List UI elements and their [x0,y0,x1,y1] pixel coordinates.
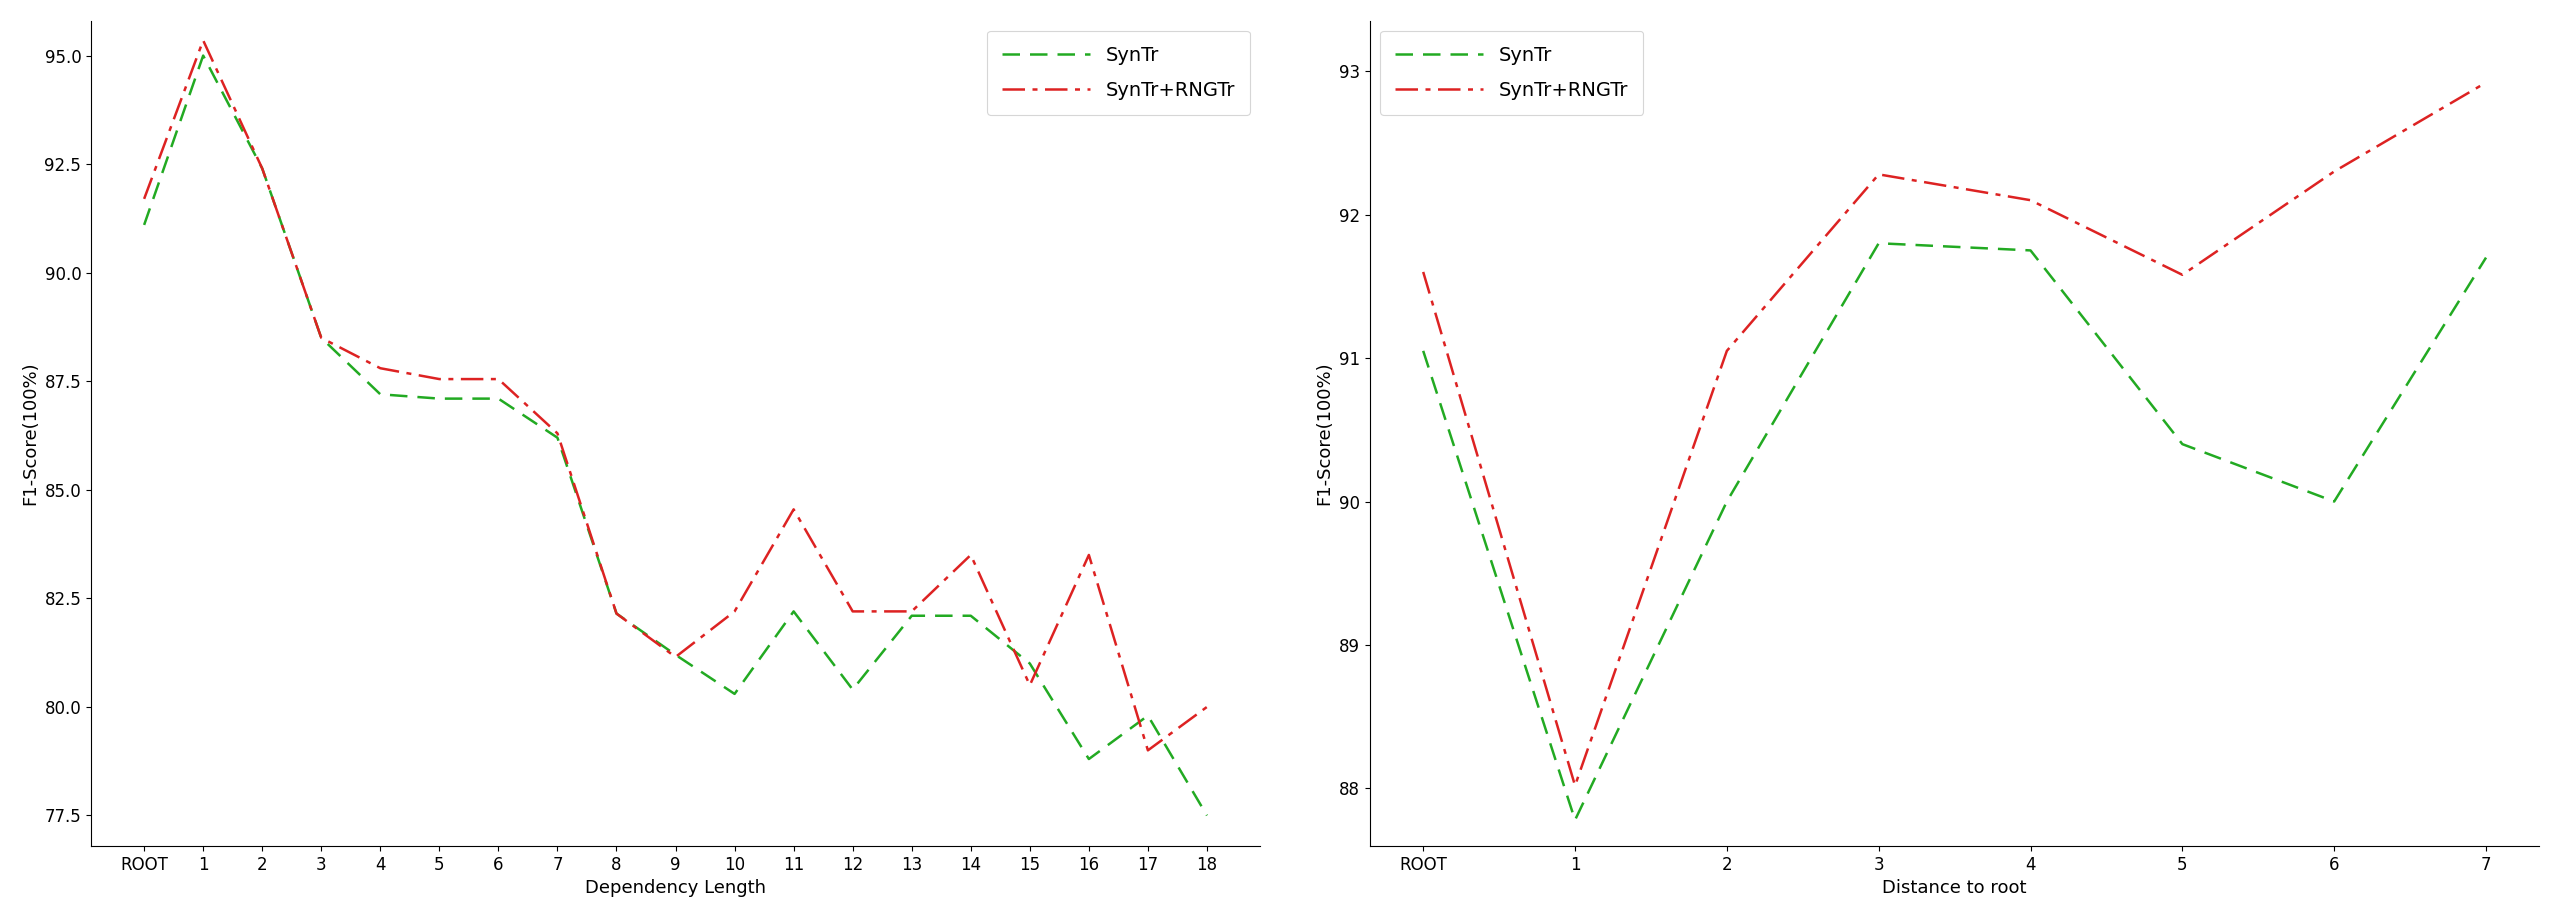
Line: SynTr+RNGTr: SynTr+RNGTr [143,40,1206,750]
SynTr [1559,814,1590,825]
SynTr [1408,345,1439,356]
SynTr+RNGTr [2166,269,2196,280]
SynTr+RNGTr [128,194,159,205]
SynTr+RNGTr [778,504,809,515]
SynTr [543,432,573,443]
SynTr [305,332,335,343]
X-axis label: Dependency Length: Dependency Length [586,879,765,897]
SynTr+RNGTr [1014,679,1044,690]
Legend: SynTr, SynTr+RNGTr: SynTr, SynTr+RNGTr [986,30,1249,116]
SynTr [1864,238,1894,249]
SynTr [2470,252,2501,263]
SynTr [1713,496,1743,507]
SynTr+RNGTr [2470,77,2501,88]
SynTr [778,606,809,617]
SynTr+RNGTr [246,163,276,174]
SynTr [660,649,691,660]
SynTr+RNGTr [1073,550,1103,561]
SynTr+RNGTr [484,374,515,385]
X-axis label: Distance to root: Distance to root [1882,879,2028,897]
SynTr [1073,754,1103,765]
SynTr+RNGTr [1132,744,1162,756]
SynTr+RNGTr [2319,166,2350,177]
SynTr [2319,496,2350,507]
SynTr+RNGTr [543,428,573,439]
Y-axis label: F1-Score(100%): F1-Score(100%) [1316,362,1334,505]
SynTr+RNGTr [719,606,750,617]
SynTr+RNGTr [425,374,456,385]
SynTr+RNGTr [366,363,397,374]
Y-axis label: F1-Score(100%): F1-Score(100%) [20,362,38,505]
SynTr [1132,711,1162,722]
SynTr+RNGTr [2015,195,2045,206]
SynTr [246,163,276,174]
SynTr+RNGTr [896,606,927,617]
SynTr+RNGTr [660,652,691,663]
SynTr [837,684,868,695]
SynTr [719,688,750,700]
SynTr+RNGTr [837,606,868,617]
SynTr+RNGTr [187,35,218,46]
SynTr+RNGTr [1864,169,1894,180]
SynTr [187,50,218,62]
Line: SynTr+RNGTr: SynTr+RNGTr [1423,83,2486,786]
SynTr [1190,810,1221,821]
SynTr [2015,245,2045,256]
SynTr [366,388,397,399]
SynTr [955,610,986,621]
SynTr [1014,658,1044,669]
SynTr [128,219,159,230]
SynTr+RNGTr [305,332,335,343]
SynTr+RNGTr [1190,701,1221,712]
Legend: SynTr, SynTr+RNGTr: SynTr, SynTr+RNGTr [1380,30,1644,116]
SynTr [2166,439,2196,450]
SynTr [896,610,927,621]
SynTr [484,393,515,404]
SynTr+RNGTr [955,550,986,561]
SynTr+RNGTr [1559,780,1590,791]
SynTr+RNGTr [602,608,632,619]
Line: SynTr: SynTr [1423,243,2486,820]
Line: SynTr: SynTr [143,56,1206,815]
SynTr+RNGTr [1713,345,1743,356]
SynTr+RNGTr [1408,266,1439,277]
SynTr [602,608,632,619]
SynTr [425,393,456,404]
